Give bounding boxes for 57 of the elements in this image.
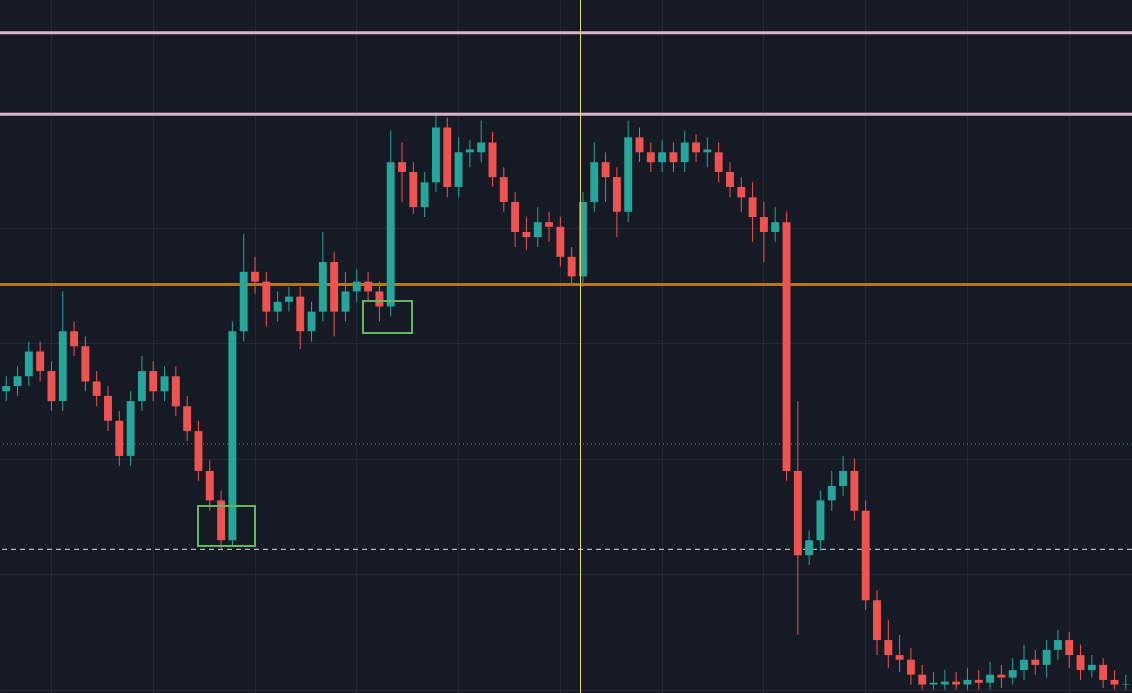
candlestick [1076,644,1085,681]
candlestick [737,176,746,213]
candlestick [1099,657,1108,689]
candlestick [839,455,848,497]
candlestick [352,269,361,303]
candlestick [477,120,486,163]
candlestick [940,669,949,691]
candlestick [1065,631,1074,669]
candlestick [714,142,723,183]
candlestick [680,129,689,173]
candlestick [974,669,983,691]
candlestick [522,216,531,251]
candlestick [963,667,972,691]
candlestick [692,133,701,163]
candlestick [997,664,1006,689]
candlestick [1110,669,1119,691]
candlestick [952,671,961,691]
candlestick [465,139,474,168]
candlestick [13,365,22,397]
candlestick [36,341,45,382]
candlestick [284,286,293,313]
candlestick [149,360,158,402]
candlestick [646,142,655,173]
candlestick [748,181,757,243]
candlestick [70,320,79,357]
candlestick [805,529,814,566]
candlestick [827,470,836,512]
candlestick [307,301,316,343]
candlestick [658,139,667,173]
candlestick [726,161,734,198]
candlestick [1031,649,1040,676]
candlestick [1121,674,1130,691]
candlestick [92,370,101,407]
candlestick [895,634,904,673]
candlestick [341,271,350,322]
candlestick [669,142,678,173]
candlestick [601,151,610,203]
candlestick [251,256,259,295]
candlestick [1020,644,1028,681]
candlestick [759,201,768,263]
candlestick [2,375,11,402]
candlestick [1053,629,1062,661]
candlestick [884,619,893,669]
candlestick [1042,639,1051,679]
candlestick [1087,654,1096,679]
candlestick [986,661,995,691]
candlestick [567,246,576,286]
candlestick [273,290,282,322]
candlestick [1008,657,1017,686]
candlestick [703,136,712,168]
candlestick [545,211,553,243]
candlestick [533,206,542,248]
candlestick [906,647,915,686]
candlestick [398,142,406,203]
candlestick [771,206,780,243]
candlestick [364,271,373,303]
candlestick [918,664,927,691]
